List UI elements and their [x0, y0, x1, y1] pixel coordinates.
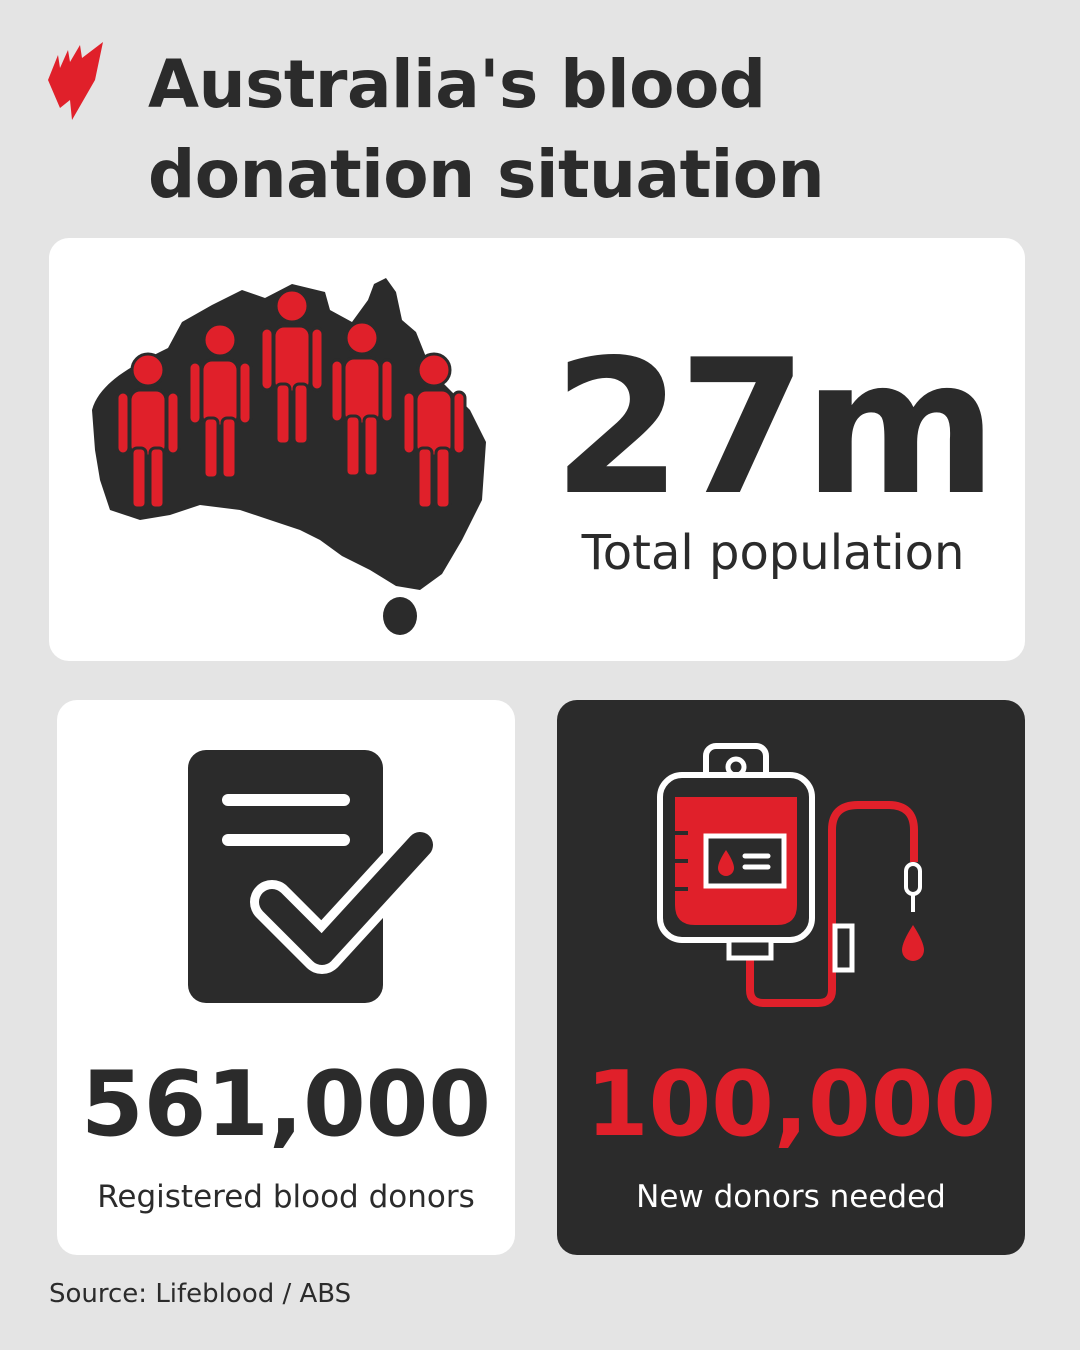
registered-donors-value: 561,000 — [81, 1052, 491, 1157]
sbs-logo-icon — [48, 42, 103, 120]
title-line-1: Australia's blood — [148, 46, 766, 123]
population-value: 27m — [552, 319, 998, 536]
registered-donors-label: Registered blood donors — [97, 1179, 475, 1215]
title-line-2: donation situation — [148, 136, 825, 213]
registered-donors-card: 561,000 Registered blood donors — [57, 700, 515, 1255]
new-donors-card: 100,000 New donors needed — [557, 700, 1025, 1255]
page-title: Australia's blood donation situation — [148, 40, 825, 220]
new-donors-label: New donors needed — [636, 1179, 946, 1215]
population-card: 27m Total population — [49, 238, 1025, 661]
new-donors-value: 100,000 — [586, 1052, 996, 1157]
population-label: Total population — [581, 525, 965, 581]
source-note: Source: Lifeblood / ABS — [49, 1279, 352, 1309]
